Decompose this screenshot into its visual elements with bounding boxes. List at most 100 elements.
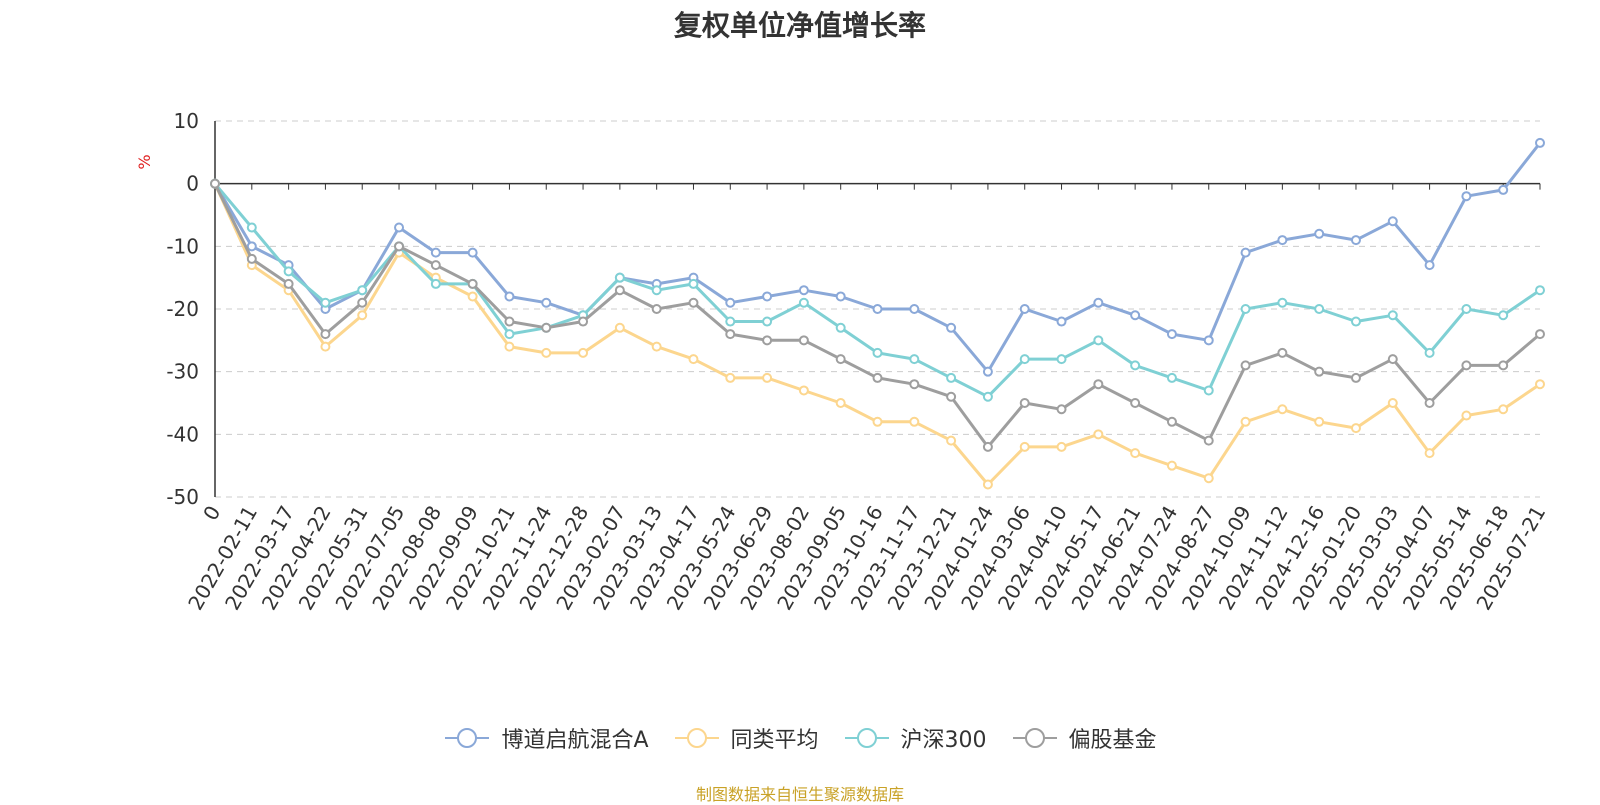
data-point [1424,260,1435,271]
data-point [246,241,257,252]
data-point [1314,304,1325,314]
data-point [688,278,699,289]
data-point [1277,297,1288,308]
data-point [762,291,773,302]
data-point [541,297,552,308]
data-point [982,391,993,402]
series-line-1 [213,141,1542,374]
data-point [1535,137,1545,148]
data-point [614,272,625,283]
data-point [1166,460,1177,471]
legend-swatch-icon [844,728,889,748]
data-point [762,335,773,346]
data-point [320,341,331,352]
legend-swatch-marker [1024,728,1045,748]
data-point [688,297,699,308]
data-point [1019,441,1030,452]
data-point [541,322,552,333]
data-point [1314,416,1325,427]
data-point [909,304,920,314]
data-point [1461,360,1472,371]
y-tick-label: 10 [174,109,199,133]
data-point [1019,398,1030,408]
data-point [246,253,257,264]
data-point [320,297,331,308]
data-point [1203,473,1214,484]
data-point [1498,184,1509,195]
data-point [1240,416,1251,427]
x-tick-label: 0 [198,502,225,525]
data-point [1130,398,1141,408]
data-point [762,372,773,383]
data-point [394,222,405,233]
legend-swatch-icon [445,728,490,748]
legend-item-2[interactable]: 同类平均 [673,722,819,754]
data-point [614,285,625,296]
data-point [357,285,368,296]
legend-swatch-marker [457,728,478,748]
data-point [762,316,773,327]
data-point [1019,304,1030,314]
chart-title: 复权单位净值增长率 [673,9,926,42]
y-tick-label: 0 [186,172,199,196]
data-point [835,354,846,365]
data-point [1314,366,1325,377]
data-point [1240,304,1251,314]
data-point [688,354,699,365]
data-point [1461,191,1472,202]
legend-item-3[interactable]: 沪深300 [843,722,987,754]
data-point [1535,379,1545,390]
data-point [357,297,368,308]
data-point [1535,285,1545,296]
data-point [283,266,294,277]
data-point [467,278,478,289]
data-point [1277,347,1288,358]
data-point [1019,354,1030,365]
data-point [798,385,809,396]
legend-item-1[interactable]: 博道启航混合A [443,722,649,754]
data-point [1203,385,1214,396]
data-point [504,316,515,327]
data-point [1350,235,1361,246]
data-point [1350,316,1361,327]
data-point [651,341,662,352]
data-point [1387,354,1398,365]
data-point [394,241,405,252]
data-point [614,322,625,333]
legend-swatch-marker [686,728,707,748]
data-point [1093,429,1104,440]
data-point [1424,347,1435,358]
data-point [1203,335,1214,346]
data-point [578,347,589,358]
data-point [1056,441,1067,452]
data-point [467,291,478,302]
data-point [651,304,662,314]
legend-item-4[interactable]: 偏股基金 [1011,722,1157,754]
source-note: 制图数据来自恒生聚源数据库 [695,785,904,804]
legend-label: 沪深300 [900,728,987,753]
data-point [725,297,736,308]
data-point [946,322,957,333]
data-point [725,372,736,383]
series-line-3 [213,182,1541,399]
data-point [872,416,883,427]
legend-swatch-icon [674,728,719,748]
data-point [504,341,515,352]
data-point [1498,360,1509,371]
data-point [1056,404,1067,415]
data-point [283,278,294,289]
data-point [946,372,957,383]
data-point [946,435,957,446]
data-point [541,347,552,358]
data-point [357,310,368,321]
data-point [1130,360,1141,371]
data-point [1093,335,1104,346]
data-point [578,316,589,327]
data-point [1387,398,1398,408]
data-point [1166,416,1177,427]
data-point [909,416,920,427]
data-point [798,285,809,296]
data-point [725,329,736,340]
legend-label: 偏股基金 [1068,728,1157,753]
